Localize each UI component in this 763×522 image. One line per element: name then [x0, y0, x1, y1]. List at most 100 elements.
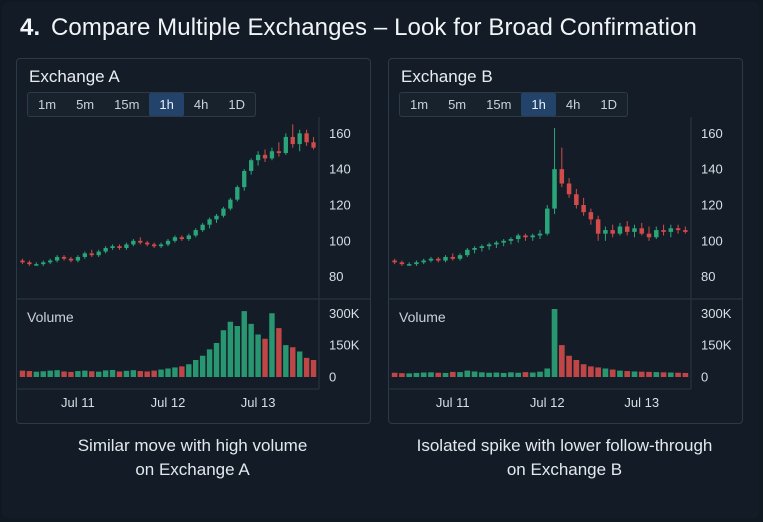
candle-body: [508, 239, 514, 241]
page-title: 4. Compare Multiple Exchanges – Look for…: [20, 14, 697, 42]
candle: [151, 242, 157, 248]
volume-bar: [653, 372, 660, 377]
candle-body: [193, 230, 198, 236]
candle-body: [103, 248, 108, 252]
candle-body: [158, 244, 164, 247]
candle-body: [537, 233, 543, 236]
chart-panel-exchange-a: 160 140 120 100 80 300K 150K 0 Jul 11 Jul 12 Jul 1…: [16, 58, 371, 424]
volume-bar: [667, 372, 674, 377]
candle-body: [41, 262, 46, 265]
candle-body: [494, 242, 499, 245]
candle-body: [48, 260, 53, 263]
candle-body: [61, 256, 67, 259]
volume-bar: [435, 372, 442, 377]
volume-bar: [255, 334, 261, 377]
volume-bar: [522, 372, 529, 377]
candle-body: [435, 258, 441, 261]
candle: [523, 233, 528, 241]
candle-body: [472, 248, 477, 250]
volume-bar: [95, 371, 102, 377]
candle: [214, 213, 219, 223]
candle: [297, 129, 302, 152]
volume-bar: [199, 355, 206, 377]
candle: [283, 133, 288, 155]
candle-body: [214, 215, 219, 220]
candle-body: [151, 244, 157, 247]
price-tick-label: 140: [701, 162, 723, 177]
volume-bar: [19, 370, 26, 377]
volume-tick-label: 0: [701, 370, 708, 385]
timeframe-15m-button[interactable]: 15m: [114, 97, 140, 112]
candle-body: [399, 262, 405, 265]
volume-bar: [102, 370, 109, 377]
step-number: 4.: [20, 14, 41, 41]
timeframe-5m-button[interactable]: 5m: [448, 97, 467, 112]
timeframe-4h-button[interactable]: 4h: [193, 97, 209, 112]
volume-bar: [420, 372, 427, 377]
price-tick-label: 100: [329, 233, 351, 248]
volume-bar: [558, 345, 565, 377]
candle-body: [581, 205, 586, 213]
timeframe-1m-button[interactable]: 1m: [38, 97, 57, 112]
volume-bar: [165, 368, 171, 377]
timeframe-1m-button[interactable]: 1m: [410, 97, 429, 112]
candle-body: [89, 253, 94, 256]
volume-bar: [144, 371, 150, 377]
timeframe-1h-button[interactable]: 1h: [149, 93, 184, 116]
candle: [443, 255, 448, 263]
volume-bar: [172, 367, 178, 377]
volume-bar: [544, 368, 551, 377]
volume-bar: [624, 371, 631, 377]
volume-bar: [241, 311, 247, 377]
candle: [646, 226, 652, 241]
volume-bar: [551, 309, 558, 377]
volume-bar: [33, 371, 40, 377]
candle: [545, 205, 550, 236]
volume-bar: [227, 321, 234, 377]
candle: [172, 235, 178, 243]
candle: [654, 226, 659, 240]
candle: [399, 260, 405, 266]
timeframe-4h-button[interactable]: 4h: [565, 97, 581, 112]
candle-body: [683, 230, 688, 232]
volume-bar: [675, 372, 681, 377]
candle-body: [406, 264, 412, 266]
candle: [82, 251, 87, 259]
candle-body: [668, 228, 674, 232]
candle-body: [603, 230, 608, 234]
candle-body: [457, 255, 463, 259]
candle: [158, 242, 164, 248]
timeframe-1d-button[interactable]: 1D: [600, 97, 617, 112]
candle: [207, 217, 212, 229]
candle: [48, 258, 53, 265]
timeframe-5m-button[interactable]: 5m: [76, 97, 95, 112]
candle-body: [186, 235, 191, 240]
candle-body: [311, 142, 316, 148]
candle-body: [54, 256, 60, 261]
candle-body: [661, 230, 666, 232]
candle: [131, 239, 136, 247]
candle: [392, 258, 397, 265]
candle: [124, 242, 129, 250]
timeframe-15m-button[interactable]: 15m: [486, 97, 512, 112]
timeframe-1d-button[interactable]: 1D: [228, 97, 245, 112]
exchange-b-chart: 160 140 120 100 80 300K 150K 0 Jul 11 Jul 12 Jul 1…: [389, 117, 742, 410]
candle: [501, 239, 506, 247]
timeframe-1h-button[interactable]: 1h: [521, 93, 556, 116]
candle: [595, 215, 601, 241]
candle-body: [249, 160, 254, 171]
volume-bar: [130, 370, 137, 377]
volume-bar: [682, 372, 689, 377]
candle: [311, 136, 316, 150]
candle: [639, 222, 645, 236]
candle: [304, 129, 309, 146]
volume-bar: [158, 369, 164, 377]
candle-body: [632, 228, 637, 232]
volume-bar: [406, 373, 413, 377]
candle-body: [479, 246, 485, 248]
price-tick-label: 80: [329, 269, 343, 284]
exchange-b-title: Exchange B: [401, 67, 493, 86]
candle-body: [617, 226, 623, 234]
volume-bar: [179, 366, 185, 377]
volume-bar: [464, 370, 471, 377]
